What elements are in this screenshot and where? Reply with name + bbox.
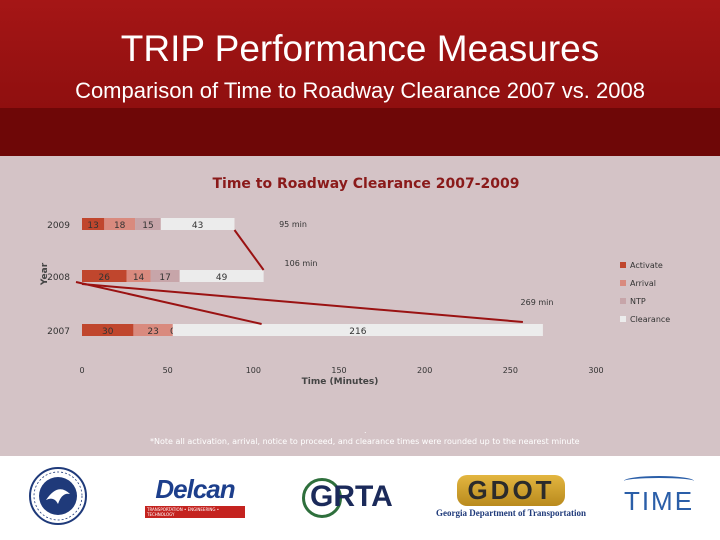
clearance-chart: Time to Roadway Clearance 2007-2009 Year… <box>40 166 690 416</box>
legend-swatch <box>620 298 626 304</box>
usdot-seal-logo <box>26 466 90 526</box>
connector-line <box>75 281 262 325</box>
data-label: 13 <box>87 221 98 231</box>
grta-wordmark: GRTA <box>310 480 393 513</box>
slide-header: TRIP Performance Measures Comparison of … <box>0 0 720 108</box>
legend-swatch <box>620 280 626 286</box>
time-wordmark: TIME <box>623 485 695 516</box>
y-tick-label: 2009 <box>47 221 70 231</box>
slide-subtitle: Comparison of Time to Roadway Clearance … <box>75 78 645 103</box>
bar-segment <box>133 324 173 336</box>
delcan-wordmark: Delcan <box>155 474 235 504</box>
legend-swatch <box>620 262 626 268</box>
bar-segment <box>160 218 235 230</box>
y-tick-label: 2008 <box>47 273 70 283</box>
x-tick-label: 150 <box>331 366 346 375</box>
grta-logo: GRTA <box>298 466 398 526</box>
data-label: 49 <box>216 273 228 283</box>
data-label: 30 <box>102 327 114 337</box>
x-tick-label: 100 <box>246 366 261 375</box>
legend-label: Arrival <box>630 279 656 288</box>
total-annotation: 269 min <box>521 298 554 307</box>
data-label: 18 <box>114 221 126 231</box>
data-label: 216 <box>349 327 366 337</box>
connector-line <box>233 229 265 271</box>
chart-background <box>40 166 690 416</box>
legend-label: Clearance <box>630 315 670 324</box>
header-band <box>0 108 720 156</box>
plot-area: 2009 13 18 15 43 2008 26 14 17 49 2007 30 23 0 216 95 m… <box>47 218 604 375</box>
delcan-logo: Delcan TRANSPORTATION • ENGINEERING • TE… <box>145 466 245 526</box>
gdot-tagline: Georgia Department of Transportation <box>436 507 586 518</box>
usdot-seal-icon <box>29 467 87 525</box>
x-tick-label: 0 <box>79 366 84 375</box>
data-label: 43 <box>192 221 203 231</box>
legend-label: Activate <box>630 261 663 270</box>
bar-segment <box>82 324 134 336</box>
x-tick-label: 300 <box>588 366 603 375</box>
chart-legend: Activate Arrival NTP Clearance <box>620 261 670 324</box>
legend-label: NTP <box>630 297 646 306</box>
bar-segment <box>126 270 151 282</box>
connector-line <box>81 283 523 323</box>
bar-segment <box>179 270 264 282</box>
data-label: 23 <box>147 327 158 337</box>
gdot-logo: GDOT Georgia Department of Transportatio… <box>432 466 590 526</box>
data-label: 17 <box>159 273 170 283</box>
logo-footer <box>0 456 720 540</box>
note-dot: . <box>364 426 367 435</box>
gdot-wordmark: GDOT <box>457 474 565 506</box>
bar-segment <box>82 270 127 282</box>
time-logo: TIME <box>614 466 704 526</box>
rounding-note: *Note all activation, arrival, notice to… <box>150 437 580 446</box>
x-axis-label: Time (Minutes) <box>302 377 379 387</box>
data-label: 14 <box>133 273 145 283</box>
bar-segment <box>150 270 180 282</box>
bar-segment <box>135 218 161 230</box>
bar-segment <box>82 218 105 230</box>
data-label: 26 <box>99 273 111 283</box>
y-axis-label: Year <box>40 262 50 286</box>
slide-title: TRIP Performance Measures <box>120 28 600 69</box>
chart-title: Time to Roadway Clearance 2007-2009 <box>212 176 519 192</box>
x-tick-label: 250 <box>503 366 518 375</box>
total-annotation: 95 min <box>279 220 307 229</box>
delcan-tagline: TRANSPORTATION • ENGINEERING • TECHNOLOG… <box>145 506 245 518</box>
data-label: 15 <box>142 221 153 231</box>
total-annotation: 106 min <box>285 259 318 268</box>
y-tick-label: 2007 <box>47 327 70 337</box>
x-tick-label: 50 <box>163 366 173 375</box>
chart-area: Time to Roadway Clearance 2007-2009 Year… <box>0 156 720 456</box>
bar-segment <box>104 218 136 230</box>
x-tick-label: 200 <box>417 366 432 375</box>
legend-swatch <box>620 316 626 322</box>
bar-segment <box>172 324 543 336</box>
